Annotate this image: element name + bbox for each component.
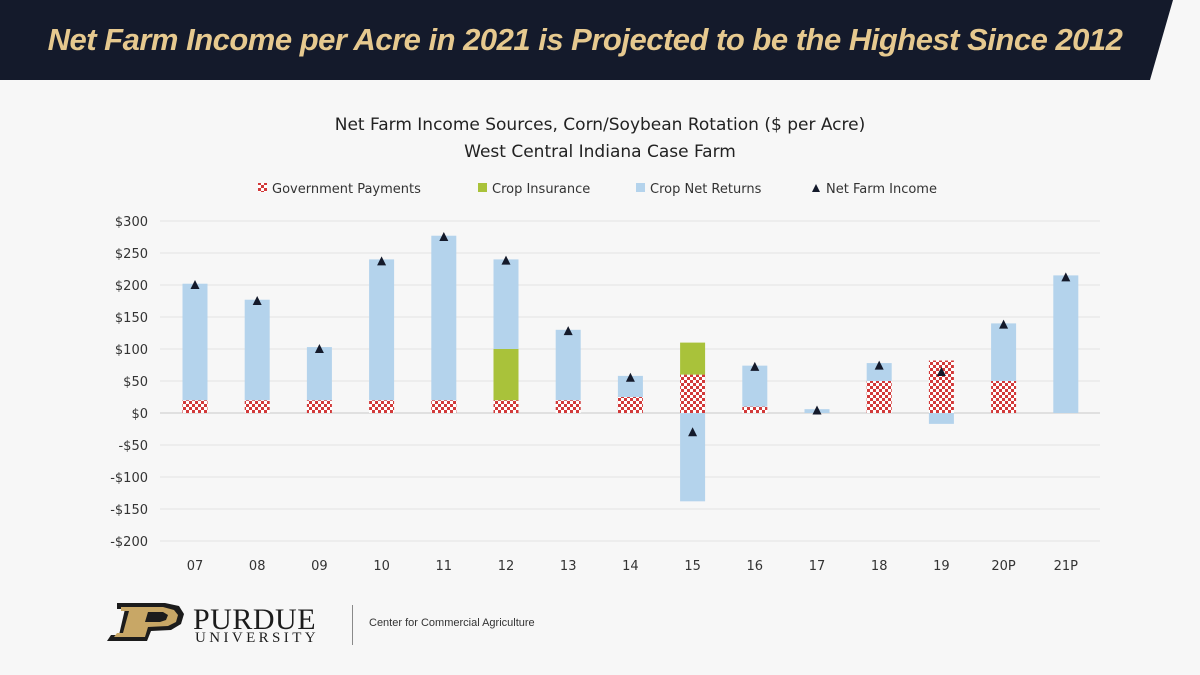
legend-swatch-2 <box>636 183 645 192</box>
bar-crop-insurance <box>680 342 706 375</box>
x-tick-label: 14 <box>622 559 639 574</box>
bar-crop-net-returns <box>182 283 208 401</box>
banner-title: Net Farm Income per Acre in 2021 is Proj… <box>47 22 1123 57</box>
net-farm-income-marker <box>750 361 760 371</box>
net-farm-income-marker <box>501 255 511 265</box>
y-tick-label: $150 <box>115 311 148 326</box>
legend-label-0: Government Payments <box>272 182 421 197</box>
chart-title: Net Farm Income Sources, Corn/Soybean Ro… <box>335 115 866 135</box>
bar-government-payments <box>182 400 208 413</box>
bar-government-payments <box>742 406 768 413</box>
y-tick-label: $0 <box>131 407 148 422</box>
net-farm-income-marker <box>999 319 1009 329</box>
bar-government-payments <box>369 400 395 413</box>
x-tick-label: 12 <box>498 559 515 574</box>
y-tick-label: $200 <box>115 279 148 294</box>
x-tick-label: 11 <box>436 559 453 574</box>
x-tick-label: 09 <box>311 559 328 574</box>
bar-crop-net-returns <box>493 259 519 349</box>
chart-area: Net Farm Income Sources, Corn/Soybean Ro… <box>0 80 1200 600</box>
bar-government-payments <box>244 400 270 413</box>
net-farm-income-marker <box>439 232 449 241</box>
legend-swatch-1 <box>478 183 487 192</box>
y-tick-label: -$50 <box>118 439 148 454</box>
bar-crop-net-returns <box>555 329 581 401</box>
bar-government-payments <box>617 397 643 413</box>
legend-label-1: Crop Insurance <box>492 182 590 197</box>
bar-government-payments <box>306 400 332 413</box>
purdue-wordmark: PURDUE <box>193 603 317 636</box>
y-tick-label: $300 <box>115 215 148 230</box>
bar-government-payments <box>680 374 706 413</box>
net-farm-income-marker <box>252 296 262 305</box>
legend-swatch-3 <box>812 184 820 192</box>
x-tick-label: 20P <box>991 559 1016 574</box>
y-tick-label: -$150 <box>110 503 148 518</box>
net-farm-income-marker <box>936 367 946 377</box>
center-name: Center for Commercial Agriculture <box>369 617 535 629</box>
purdue-p-logo-icon <box>107 603 184 641</box>
bar-crop-net-returns <box>244 299 270 401</box>
y-tick-label: -$200 <box>110 535 148 550</box>
footer: PURDUE UNIVERSITY Center for Commercial … <box>0 595 1200 675</box>
income-chart: Net Farm Income Sources, Corn/Soybean Ro… <box>110 115 1100 574</box>
bar-government-payments <box>866 381 892 413</box>
y-tick-label: $50 <box>123 375 148 390</box>
net-farm-income-marker <box>874 360 884 370</box>
bar-crop-net-returns <box>431 235 457 401</box>
chart-subtitle: West Central Indiana Case Farm <box>464 142 736 162</box>
bar-crop-net-returns <box>680 413 706 502</box>
bar-crop-net-returns <box>617 375 643 397</box>
x-tick-label: 07 <box>187 559 204 574</box>
legend-label-3: Net Farm Income <box>826 182 937 197</box>
x-tick-label: 17 <box>809 559 826 574</box>
x-tick-label: 08 <box>249 559 266 574</box>
x-tick-label: 19 <box>933 559 950 574</box>
legend-swatch-0 <box>258 183 267 192</box>
y-tick-label: -$100 <box>110 471 148 486</box>
x-tick-label: 13 <box>560 559 577 574</box>
x-tick-label: 21P <box>1054 559 1079 574</box>
bar-crop-net-returns <box>306 347 332 401</box>
bar-government-payments <box>555 400 581 413</box>
bar-crop-net-returns <box>1053 275 1079 413</box>
bar-government-payments <box>431 400 457 413</box>
net-farm-income-marker <box>688 427 698 437</box>
net-farm-income-marker <box>625 372 635 382</box>
title-banner: Net Farm Income per Acre in 2021 is Proj… <box>0 0 1200 80</box>
bar-crop-net-returns <box>369 259 395 401</box>
y-tick-label: $250 <box>115 247 148 262</box>
banner-background <box>0 0 1173 80</box>
bar-crop-net-returns <box>991 323 1017 381</box>
net-farm-income-marker <box>812 405 822 415</box>
x-tick-label: 16 <box>747 559 764 574</box>
bar-government-payments <box>991 381 1017 413</box>
bar-crop-insurance <box>493 349 519 401</box>
net-farm-income-marker <box>314 344 324 353</box>
bar-crop-net-returns <box>866 363 892 381</box>
x-tick-label: 18 <box>871 559 888 574</box>
footer-divider <box>352 605 353 645</box>
y-tick-label: $100 <box>115 343 148 358</box>
net-farm-income-marker <box>190 280 200 289</box>
bar-crop-net-returns <box>742 365 768 407</box>
university-wordmark: UNIVERSITY <box>195 630 319 646</box>
net-farm-income-marker <box>1061 272 1071 282</box>
x-tick-label: 10 <box>373 559 390 574</box>
bar-crop-net-returns <box>928 413 954 424</box>
net-farm-income-marker <box>377 256 387 266</box>
legend-label-2: Crop Net Returns <box>650 182 762 197</box>
net-farm-income-marker <box>563 326 573 336</box>
bar-government-payments <box>493 400 519 413</box>
x-tick-label: 15 <box>684 559 701 574</box>
